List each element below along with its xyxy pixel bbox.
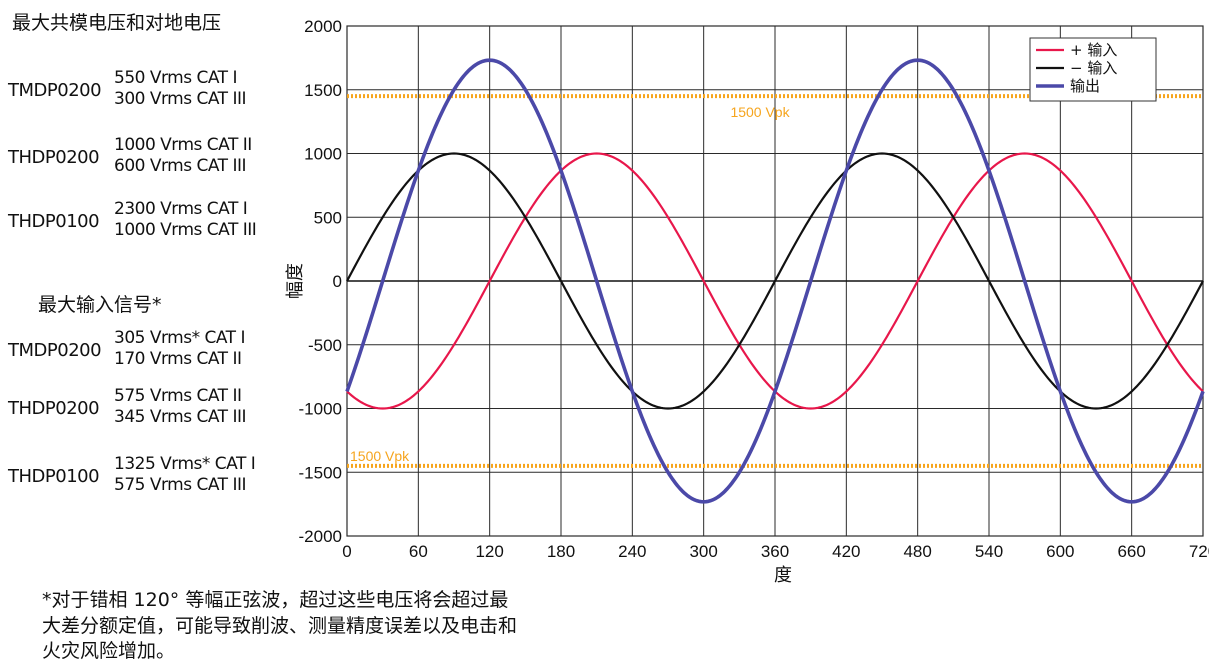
x-axis-title: 度: [774, 565, 792, 586]
spec-model: THDP0200: [8, 398, 100, 419]
y-tick-label: -2000: [299, 527, 342, 546]
spec-rating: 600 Vrms CAT III: [114, 156, 247, 176]
spec-rating: 345 Vrms CAT III: [114, 407, 247, 427]
spec-rating: 305 Vrms* CAT I: [114, 328, 245, 348]
spec-rating: 1325 Vrms* CAT I: [114, 454, 256, 474]
footnote-line: *对于错相 120° 等幅正弦波，超过这些电压将会超过最: [42, 589, 509, 611]
spec-model: THDP0100: [8, 211, 100, 232]
legend-label: 输出: [1070, 77, 1100, 95]
legend-label: + 输入: [1070, 41, 1117, 59]
x-tick-label: 480: [903, 542, 931, 561]
common-mode-title: 最大共模电压和对地电压: [12, 12, 222, 34]
spec-rating: 550 Vrms CAT I: [114, 68, 237, 88]
y-tick-label: 1000: [304, 145, 342, 164]
y-tick-label: 2000: [304, 17, 342, 36]
x-tick-label: 300: [689, 542, 717, 561]
x-tick-label: 660: [1117, 542, 1145, 561]
spec-rating: 1000 Vrms CAT II: [114, 135, 252, 155]
spec-rating: 575 Vrms CAT II: [114, 386, 242, 406]
x-tick-label: 60: [409, 542, 428, 561]
spec-rating: 2300 Vrms CAT I: [114, 199, 248, 219]
x-tick-label: 0: [342, 542, 351, 561]
x-tick-label: 600: [1046, 542, 1074, 561]
y-tick-label: 500: [314, 208, 342, 227]
x-tick-label: 540: [975, 542, 1003, 561]
y-tick-label: -1000: [299, 400, 342, 419]
footnote-line: 大差分额定值，可能导致削波、测量精度误差以及电击和: [42, 614, 518, 637]
y-tick-label: 0: [333, 272, 342, 291]
y-tick-label: 1500: [304, 81, 342, 100]
spec-rating: 170 Vrms CAT II: [114, 349, 242, 369]
x-tick-label: 360: [761, 542, 789, 561]
spec-model: THDP0200: [8, 147, 100, 168]
y-tick-label: -500: [308, 336, 342, 355]
x-tick-label: 720: [1189, 542, 1209, 561]
y-tick-label: -1500: [299, 463, 342, 482]
legend-label: − 输入: [1070, 59, 1117, 77]
x-tick-label: 120: [475, 542, 503, 561]
y-axis-title: 幅度: [285, 263, 306, 299]
spec-rating: 575 Vrms CAT III: [114, 475, 247, 495]
footnote-line: 火灾风险增加。: [42, 640, 176, 662]
spec-model: THDP0100: [8, 466, 100, 487]
spec-model: TMDP0200: [8, 340, 102, 361]
spec-model: TMDP0200: [8, 80, 102, 101]
spec-rating: 300 Vrms CAT III: [114, 89, 247, 109]
x-tick-label: 180: [547, 542, 575, 561]
max-input-title: 最大输入信号*: [38, 294, 162, 316]
series-output: [345, 58, 1205, 504]
footnote: *对于错相 120° 等幅正弦波，超过这些电压将会超过最 大差分额定值，可能导致…: [42, 588, 662, 665]
reference-label: 1500 Vpk: [350, 448, 410, 464]
x-tick-label: 420: [832, 542, 860, 561]
legend-box: [1029, 37, 1157, 102]
x-tick-label: 240: [618, 542, 646, 561]
reference-label: 1500 Vpk: [730, 104, 790, 120]
spec-rating: 1000 Vrms CAT III: [114, 220, 257, 240]
